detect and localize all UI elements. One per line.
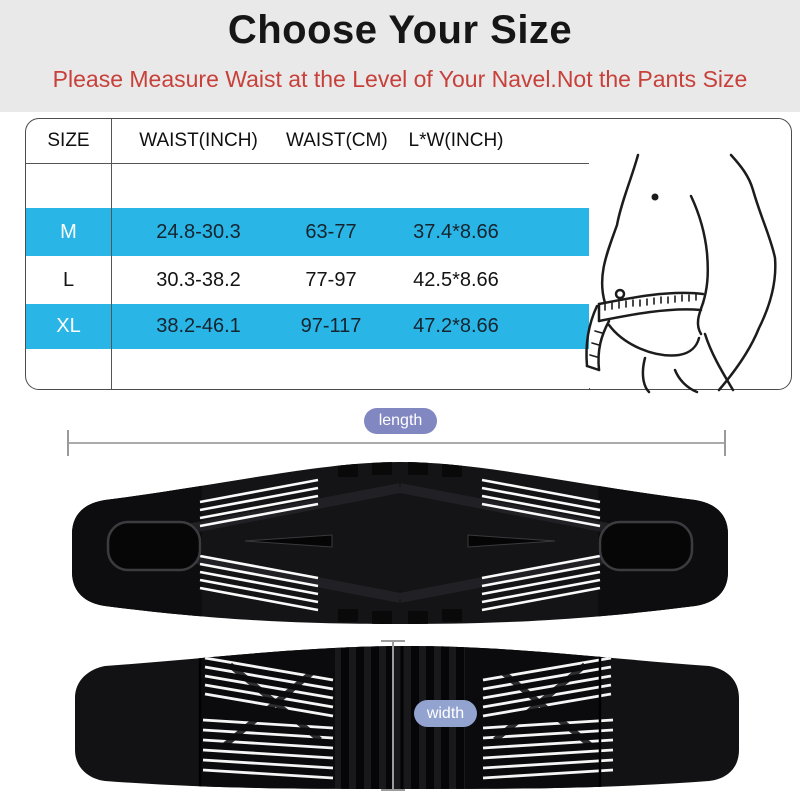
torso-illustration-svg — [585, 153, 777, 394]
torso-crease-right — [673, 368, 699, 394]
size-value: XL — [56, 315, 81, 337]
length-tick-right — [724, 430, 726, 456]
belt-left-spike-strap — [244, 534, 333, 548]
tape-dangle-ticks — [589, 330, 603, 358]
torso-hip-curve — [607, 323, 701, 357]
size-chart-table: SIZE WAIST(INCH) WAIST(CM) L*W(INCH) M 2… — [25, 118, 792, 394]
waist-cm-value: 63-77 — [305, 220, 357, 243]
torso-inner-elbow — [696, 301, 705, 336]
torso-inner-arm — [689, 194, 710, 305]
length-measure-line — [68, 442, 725, 444]
torso-outer-arm — [717, 153, 777, 392]
tape-top-edge — [597, 291, 705, 306]
waist-inch-value: 38.2-46.1 — [156, 315, 241, 337]
header-band — [0, 0, 800, 112]
lw-inch-value: 37.4*8.66 — [413, 220, 499, 243]
column-header-waist-inch: WAIST(INCH) — [139, 130, 258, 151]
waist-inch-value: 30.3-38.2 — [156, 268, 241, 291]
tape-dangle-inner — [597, 319, 611, 372]
width-label-pill: width — [414, 700, 477, 727]
torso-front-line — [600, 153, 640, 305]
width-tick-top — [381, 640, 405, 642]
width-measure-line — [392, 641, 394, 791]
table-row-m: M 24.8-30.3 63-77 37.4*8.66 — [26, 208, 589, 256]
belt-front-view-image — [72, 462, 728, 624]
belt-right-handle-slot — [598, 520, 694, 572]
lw-inch-value: 42.5*8.66 — [413, 268, 499, 291]
waist-cm-value: 97-117 — [300, 315, 362, 337]
belt-back-cord-crossings — [223, 662, 592, 748]
belt-back-elastic-cords — [202, 656, 614, 780]
torso-forearm-line — [703, 332, 735, 392]
torso-nipple-dot — [651, 193, 659, 201]
column-header-size: SIZE — [47, 130, 90, 151]
tape-dangle-end — [585, 364, 601, 372]
column-header-waist-cm: WAIST(CM) — [286, 130, 388, 151]
torso-measure-illustration — [585, 119, 790, 394]
belt-right-spike-strap — [467, 534, 556, 548]
size-chart-grid: SIZE WAIST(INCH) WAIST(CM) L*W(INCH) M 2… — [26, 119, 589, 389]
tape-bottom-edge — [597, 308, 703, 323]
torso-crease-left — [641, 356, 651, 394]
table-column-divider — [111, 119, 112, 389]
measure-instruction-text: Please Measure Waist at the Level of You… — [52, 66, 748, 92]
table-header-row: SIZE WAIST(INCH) WAIST(CM) L*W(INCH) — [26, 119, 589, 163]
length-label-pill: length — [364, 408, 437, 434]
table-row-l: L 30.3-38.2 77-97 42.5*8.66 — [26, 256, 589, 304]
belt-edge-notches — [338, 462, 462, 624]
table-row-xl: XL 38.2-46.1 97-117 47.2*8.66 — [26, 304, 589, 349]
width-tick-bottom — [381, 789, 405, 791]
waist-inch-value: 24.8-30.3 — [156, 220, 241, 243]
size-value: L — [62, 268, 75, 291]
waist-cm-value: 77-97 — [305, 268, 357, 291]
length-tick-left — [67, 430, 69, 456]
page-title: Choose Your Size — [227, 8, 573, 52]
tape-ring — [614, 288, 626, 300]
column-header-lw-inch: L*W(INCH) — [408, 130, 504, 151]
lw-inch-value: 47.2*8.66 — [413, 315, 499, 337]
belt-back-view-image — [75, 646, 739, 789]
belt-left-handle-slot — [106, 520, 202, 572]
tape-ticks — [604, 293, 697, 311]
tape-dangle-outer — [585, 304, 599, 368]
belt-elastic-stripes — [199, 478, 601, 612]
size-value: M — [60, 220, 77, 243]
table-header-underline — [26, 163, 589, 164]
